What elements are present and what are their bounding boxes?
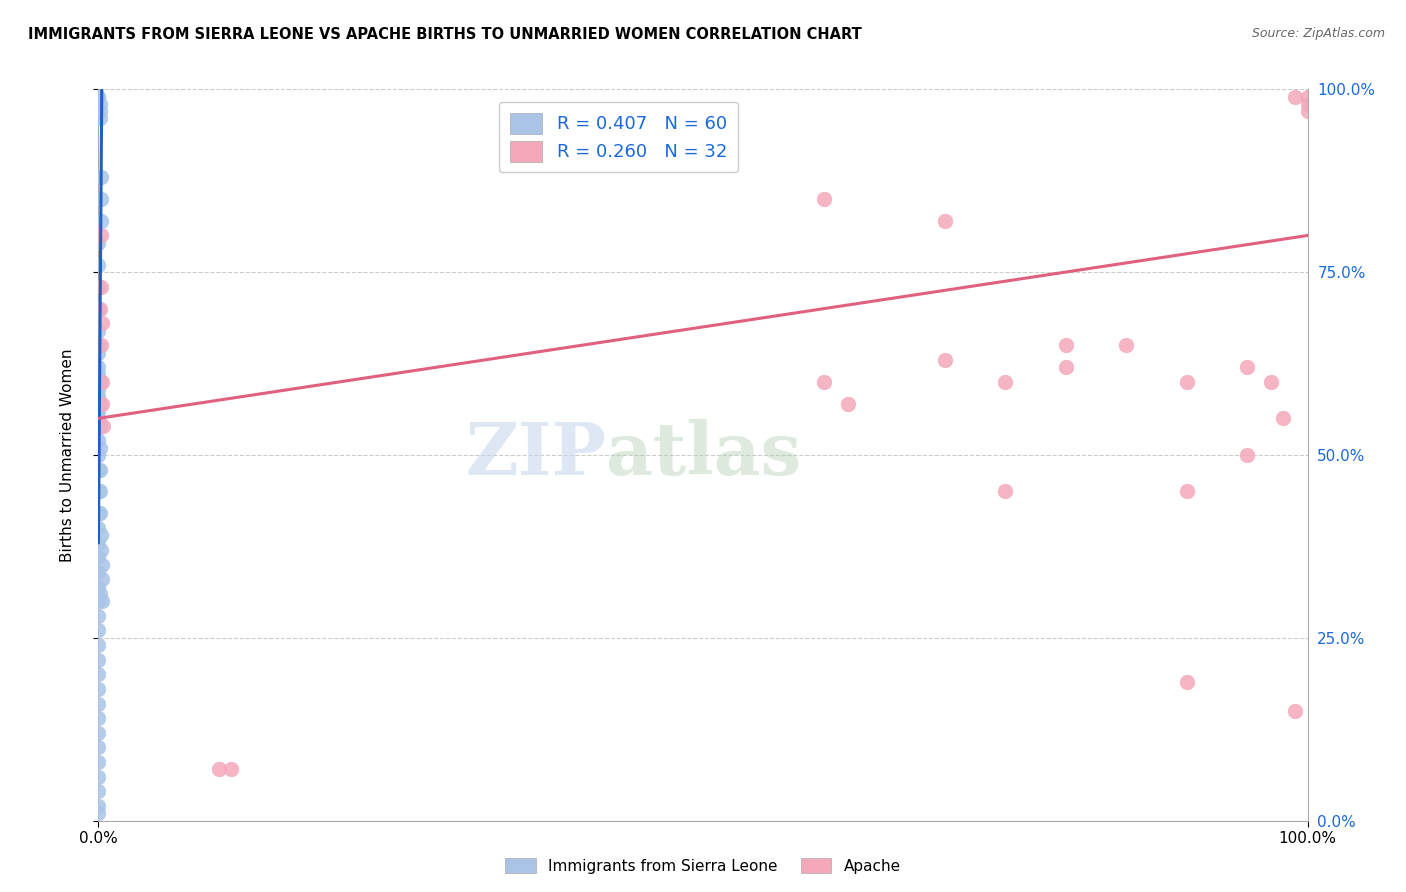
Text: ZIP: ZIP [465, 419, 606, 491]
Point [87, 667, 110, 681]
Point [994, 484, 1017, 499]
Point [87, 565, 110, 579]
Point [87, 360, 110, 375]
Point [89, 462, 111, 476]
Point [87, 711, 110, 725]
Point [90, 338, 112, 352]
Point [1284, 704, 1306, 718]
Point [90, 214, 112, 228]
Point [89, 397, 111, 411]
Point [934, 352, 956, 367]
Point [91, 316, 114, 330]
Point [934, 214, 956, 228]
Point [87, 681, 110, 696]
Point [89, 587, 111, 601]
Point [87, 382, 110, 396]
Point [90, 192, 112, 206]
Point [91, 375, 114, 389]
Point [87, 535, 110, 549]
Point [89, 507, 111, 521]
Point [87, 258, 110, 272]
Point [1236, 448, 1258, 462]
Point [91, 397, 114, 411]
Point [87, 279, 110, 293]
Point [1175, 375, 1198, 389]
Point [1115, 338, 1137, 352]
Point [87, 594, 110, 608]
Point [87, 434, 110, 448]
Point [87, 580, 110, 594]
Point [1175, 484, 1198, 499]
Point [1236, 360, 1258, 375]
Legend: R = 0.407   N = 60, R = 0.260   N = 32: R = 0.407 N = 60, R = 0.260 N = 32 [499, 102, 738, 172]
Point [89, 418, 111, 433]
Point [87, 550, 110, 565]
Point [87, 726, 110, 740]
Text: atlas: atlas [606, 419, 801, 491]
Point [87, 799, 110, 814]
Point [1175, 674, 1198, 689]
Point [87, 389, 110, 403]
Point [87, 638, 110, 652]
Point [90, 528, 112, 542]
Point [87, 89, 110, 103]
Point [87, 89, 110, 103]
Point [89, 441, 111, 455]
Point [221, 763, 243, 777]
Point [90, 169, 112, 184]
Point [994, 375, 1017, 389]
Point [208, 763, 231, 777]
Legend: Immigrants from Sierra Leone, Apache: Immigrants from Sierra Leone, Apache [499, 852, 907, 880]
Point [1260, 375, 1282, 389]
Point [1054, 360, 1077, 375]
Point [87, 301, 110, 316]
Point [90, 543, 112, 558]
Point [87, 624, 110, 638]
Point [89, 301, 111, 316]
Point [87, 740, 110, 755]
Text: IMMIGRANTS FROM SIERRA LEONE VS APACHE BIRTHS TO UNMARRIED WOMEN CORRELATION CHA: IMMIGRANTS FROM SIERRA LEONE VS APACHE B… [28, 27, 862, 42]
Point [87, 770, 110, 784]
Point [87, 324, 110, 338]
Point [89, 112, 111, 126]
Point [1272, 411, 1295, 425]
Point [89, 375, 111, 389]
Point [91, 558, 114, 572]
Point [87, 462, 110, 476]
Point [87, 338, 110, 352]
Point [1284, 89, 1306, 103]
Point [87, 784, 110, 798]
Point [87, 345, 110, 359]
Point [813, 375, 835, 389]
Point [89, 104, 111, 119]
Point [813, 192, 835, 206]
Point [1296, 96, 1319, 111]
Point [87, 404, 110, 418]
Point [89, 96, 111, 111]
Point [91, 572, 114, 586]
Point [87, 507, 110, 521]
Point [1054, 338, 1077, 352]
Point [91, 594, 114, 608]
Point [87, 608, 110, 623]
Point [90, 279, 112, 293]
Point [87, 448, 110, 462]
Point [837, 397, 859, 411]
Point [87, 755, 110, 769]
Point [87, 411, 110, 425]
Point [87, 484, 110, 499]
Point [87, 235, 110, 250]
Point [87, 697, 110, 711]
Point [87, 806, 110, 821]
Point [87, 653, 110, 667]
Point [91, 418, 114, 433]
Point [1296, 89, 1319, 103]
Text: Source: ZipAtlas.com: Source: ZipAtlas.com [1251, 27, 1385, 40]
Point [89, 484, 111, 499]
Point [87, 368, 110, 382]
Point [87, 521, 110, 535]
Y-axis label: Births to Unmarried Women: Births to Unmarried Women [60, 348, 75, 562]
Point [90, 228, 112, 243]
Point [1296, 104, 1319, 119]
